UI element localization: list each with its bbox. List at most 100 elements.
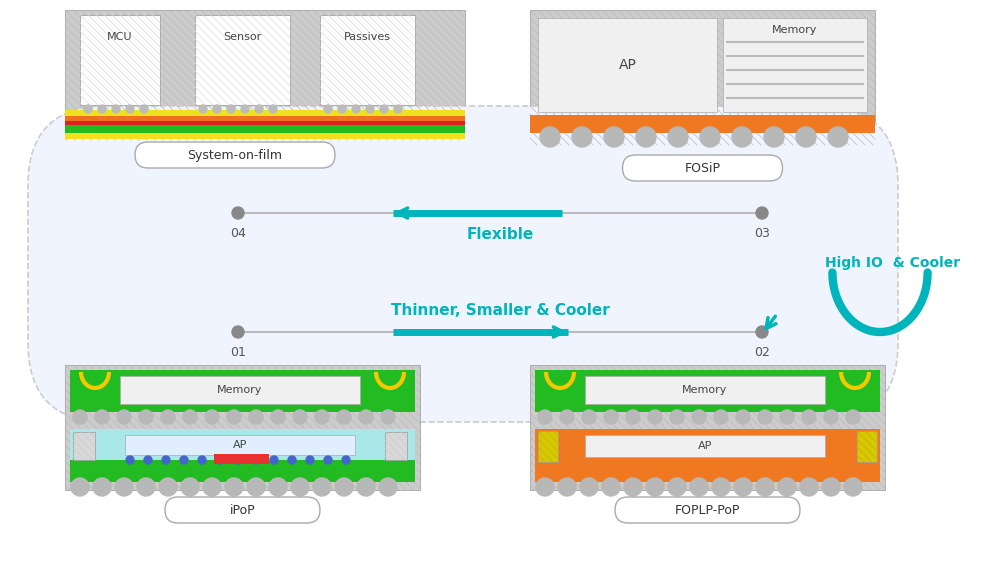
- Circle shape: [93, 478, 111, 496]
- Circle shape: [181, 478, 199, 496]
- Circle shape: [227, 105, 235, 113]
- Text: FOSiP: FOSiP: [685, 161, 720, 174]
- Bar: [65, 121, 465, 125]
- Bar: [857, 431, 877, 462]
- Bar: [70, 370, 415, 412]
- Circle shape: [380, 105, 388, 113]
- Circle shape: [252, 456, 260, 464]
- Bar: [857, 431, 877, 462]
- Circle shape: [342, 456, 350, 464]
- Text: Passives: Passives: [344, 32, 391, 42]
- Text: Thinner, Smaller & Cooler: Thinner, Smaller & Cooler: [391, 303, 610, 318]
- Circle shape: [764, 127, 784, 147]
- Circle shape: [756, 326, 768, 338]
- Bar: [585, 376, 825, 404]
- Bar: [65, 129, 465, 133]
- Circle shape: [602, 478, 620, 496]
- Circle shape: [796, 127, 816, 147]
- Bar: [195, 15, 290, 105]
- Text: 04: 04: [230, 227, 246, 240]
- Circle shape: [269, 478, 287, 496]
- Circle shape: [324, 456, 332, 464]
- Circle shape: [844, 478, 862, 496]
- Bar: [530, 115, 875, 133]
- Circle shape: [572, 127, 592, 147]
- Bar: [195, 15, 290, 105]
- Circle shape: [379, 478, 397, 496]
- Bar: [65, 365, 420, 490]
- Bar: [65, 116, 465, 121]
- Circle shape: [359, 410, 373, 424]
- Circle shape: [734, 478, 752, 496]
- Circle shape: [232, 326, 244, 338]
- Bar: [538, 18, 717, 112]
- Text: Sensor: Sensor: [224, 32, 262, 42]
- Text: iPoP: iPoP: [230, 504, 255, 517]
- Text: 03: 03: [755, 227, 770, 240]
- Text: AP: AP: [697, 441, 712, 451]
- Circle shape: [558, 478, 576, 496]
- Bar: [538, 431, 558, 462]
- Circle shape: [315, 410, 329, 424]
- Text: High IO  & Cooler: High IO & Cooler: [824, 255, 960, 270]
- Circle shape: [582, 410, 596, 424]
- Bar: [80, 15, 160, 105]
- Circle shape: [247, 478, 265, 496]
- Circle shape: [139, 410, 153, 424]
- Text: FOPLP-PoP: FOPLP-PoP: [675, 504, 740, 517]
- Circle shape: [232, 207, 244, 219]
- Circle shape: [756, 478, 774, 496]
- Bar: [65, 110, 465, 116]
- Circle shape: [690, 478, 708, 496]
- Circle shape: [646, 478, 664, 496]
- Circle shape: [137, 478, 155, 496]
- Bar: [535, 429, 880, 464]
- Circle shape: [159, 478, 177, 496]
- Bar: [65, 125, 465, 129]
- Circle shape: [95, 410, 109, 424]
- Bar: [320, 15, 415, 105]
- Text: MCU: MCU: [107, 32, 133, 42]
- Text: Memory: Memory: [683, 385, 728, 395]
- Circle shape: [366, 105, 374, 113]
- Bar: [385, 432, 407, 460]
- Bar: [535, 370, 880, 412]
- Circle shape: [126, 105, 134, 113]
- FancyBboxPatch shape: [28, 106, 898, 422]
- Circle shape: [112, 105, 120, 113]
- Circle shape: [234, 456, 242, 464]
- Circle shape: [269, 105, 277, 113]
- Circle shape: [271, 410, 285, 424]
- Circle shape: [758, 410, 772, 424]
- Circle shape: [213, 105, 221, 113]
- Circle shape: [198, 456, 206, 464]
- Circle shape: [802, 410, 816, 424]
- Circle shape: [822, 478, 840, 496]
- Circle shape: [203, 478, 221, 496]
- Bar: [70, 429, 415, 464]
- Circle shape: [162, 456, 170, 464]
- Circle shape: [800, 478, 818, 496]
- Circle shape: [241, 105, 249, 113]
- Bar: [530, 10, 875, 145]
- Circle shape: [227, 410, 241, 424]
- Circle shape: [732, 127, 752, 147]
- Circle shape: [84, 105, 92, 113]
- Bar: [530, 365, 885, 490]
- Circle shape: [73, 410, 87, 424]
- FancyBboxPatch shape: [165, 497, 320, 523]
- Circle shape: [670, 410, 684, 424]
- Circle shape: [98, 105, 106, 113]
- Text: Flexible: Flexible: [466, 227, 534, 242]
- Bar: [80, 15, 160, 105]
- Circle shape: [324, 105, 332, 113]
- Circle shape: [540, 127, 560, 147]
- Circle shape: [580, 478, 598, 496]
- Circle shape: [828, 127, 848, 147]
- Bar: [70, 460, 415, 482]
- Circle shape: [778, 478, 796, 496]
- Circle shape: [335, 478, 353, 496]
- Bar: [214, 454, 269, 464]
- Circle shape: [668, 127, 688, 147]
- Text: AP: AP: [619, 58, 636, 72]
